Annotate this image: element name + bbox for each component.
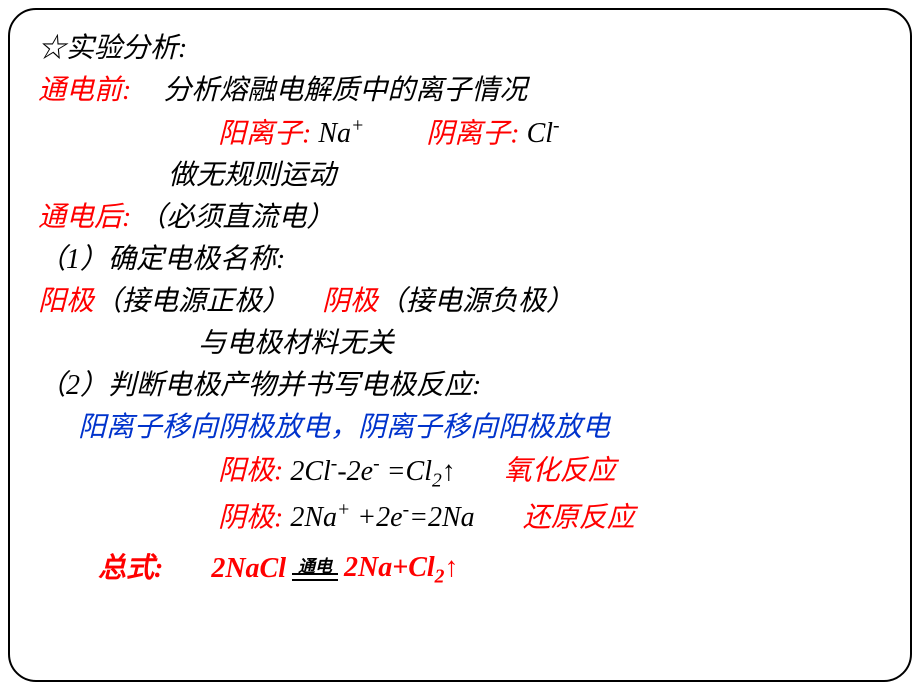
movement-rule: 阳离子移向阴极放电，阴离子移向阳极放电 <box>38 407 882 449</box>
cation-value: Na+ <box>318 118 364 149</box>
section2-num: （2） <box>38 370 108 401</box>
section1-heading: （1）确定电极名称: <box>38 239 882 281</box>
cathode-equation: 2Na+ +2e-=2Na <box>290 502 474 533</box>
cathode-name-desc: （接电源负极） <box>378 286 574 317</box>
total-rhs: 2Na+Cl2↑ <box>344 547 458 592</box>
electrolysis-sign: 通电 <box>292 558 338 581</box>
anion-label: 阴离子: <box>426 118 519 149</box>
electrode-names-line: 阳极（接电源正极） 阴极（接电源负极） <box>38 281 882 323</box>
cathode-reaction-type: 还原反应 <box>523 502 635 533</box>
anode-reaction-type: 氧化反应 <box>504 456 616 487</box>
anion-value: Cl- <box>527 118 560 149</box>
star-icon: ☆ <box>38 33 66 64</box>
section1-heading-text: 确定电极名称: <box>108 244 285 275</box>
slide-frame: ☆实验分析: 通电前: 分析熔融电解质中的离子情况 阳离子: Na+ 阴离子: … <box>8 8 912 682</box>
before-power-line: 通电前: 分析熔融电解质中的离子情况 <box>38 70 882 112</box>
cathode-equation-line: 阴极: 2Na+ +2e-=2Na 还原反应 <box>38 496 882 539</box>
before-power-label: 通电前: <box>38 75 131 106</box>
motion-note: 做无规则运动 <box>38 155 882 197</box>
total-label: 总式: <box>98 548 163 590</box>
after-power-label: 通电后: <box>38 202 131 233</box>
cathode-name-label: 阴极 <box>322 286 378 317</box>
cation-label: 阳离子: <box>218 118 311 149</box>
double-line-icon <box>292 573 338 581</box>
total-lhs: 2NaCl <box>211 548 286 590</box>
anode-equation: 2Cl--2e- =Cl2↑ <box>290 456 455 487</box>
anode-equation-line: 阳极: 2Cl--2e- =Cl2↑ 氧化反应 <box>38 449 882 495</box>
title-line: ☆实验分析: <box>38 28 882 70</box>
section2-heading-text: 判断电极产物并书写电极反应: <box>108 370 481 401</box>
after-power-note: （必须直流电） <box>138 202 334 233</box>
after-power-line: 通电后: （必须直流电） <box>38 197 882 239</box>
total-equation-line: 总式: 2NaCl 通电 2Na+Cl2↑ <box>38 547 458 592</box>
anode-name-desc: （接电源正极） <box>94 286 290 317</box>
material-note: 与电极材料无关 <box>38 323 882 365</box>
section2-heading: （2）判断电极产物并书写电极反应: <box>38 365 882 407</box>
anode-name-label: 阳极 <box>38 286 94 317</box>
title-text: 实验分析: <box>66 33 187 64</box>
before-power-desc: 分析熔融电解质中的离子情况 <box>163 75 527 106</box>
cathode-eq-label: 阴极: <box>218 502 283 533</box>
ions-line: 阳离子: Na+ 阴离子: Cl- <box>38 112 882 155</box>
section1-num: （1） <box>38 244 108 275</box>
anode-eq-label: 阳极: <box>218 456 283 487</box>
